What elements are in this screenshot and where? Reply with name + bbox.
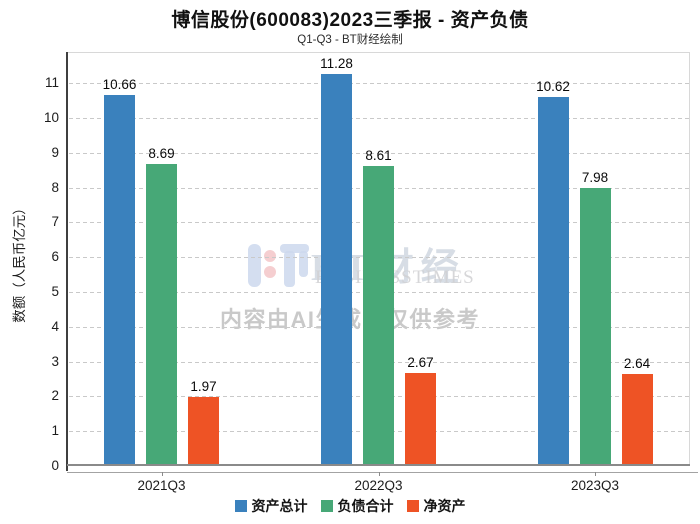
bar-value-label: 10.62 xyxy=(536,78,570,94)
bar xyxy=(104,95,135,465)
bar-value-label: 1.97 xyxy=(190,379,217,395)
y-tick-label: 10 xyxy=(43,110,59,126)
legend-swatch-icon xyxy=(320,500,333,512)
y-tick-label: 7 xyxy=(51,214,59,230)
bar-value-label: 7.98 xyxy=(581,170,609,186)
x-axis-tick xyxy=(595,472,596,476)
legend-label: 负债合计 xyxy=(337,498,394,514)
chart-title: 博信股份(600083)2023三季报 - 资产负债 xyxy=(171,10,529,31)
plot-bottom-spine xyxy=(67,464,690,466)
x-tick-label: 2023Q3 xyxy=(570,478,620,493)
bar xyxy=(579,188,611,465)
y-tick-label: 11 xyxy=(44,75,59,91)
legend-label: 净资产 xyxy=(423,498,466,514)
bar xyxy=(188,397,219,465)
legend-item: 资产总计 xyxy=(234,496,308,516)
y-tick-label: 2 xyxy=(51,388,59,404)
y-tick-label: 9 xyxy=(51,144,59,160)
gridline xyxy=(69,118,689,120)
legend-item: 负债合计 xyxy=(320,496,394,516)
y-tick-label: 4 xyxy=(51,318,59,334)
y-tick-label: 1 xyxy=(51,423,59,439)
legend-swatch-icon xyxy=(406,500,419,512)
bar-value-label: 8.69 xyxy=(148,145,175,161)
bar xyxy=(537,96,569,465)
bar-value-label: 10.66 xyxy=(102,77,137,93)
x-tick-label: 2022Q3 xyxy=(354,478,403,493)
x-tick-label: 2021Q3 xyxy=(137,478,186,493)
x-axis-tick xyxy=(378,472,380,476)
legend-label: 资产总计 xyxy=(251,498,308,514)
legend-item: 净资产 xyxy=(406,496,466,516)
y-tick-label: 8 xyxy=(51,179,59,195)
bar-value-label: 2.64 xyxy=(623,356,651,372)
bar-value-label: 8.61 xyxy=(365,148,392,164)
y-tick-label: 5 xyxy=(51,284,59,300)
gridline xyxy=(69,152,689,154)
legend: 资产总计 负债合计 净资产 xyxy=(0,496,700,516)
x-axis-line xyxy=(67,472,698,473)
y-tick-label: 6 xyxy=(51,249,59,265)
bar xyxy=(621,374,653,465)
bar xyxy=(405,373,436,465)
y-axis-spine xyxy=(66,52,68,471)
chart-subtitle: Q1-Q3 - BT财经绘制 xyxy=(297,34,403,46)
x-axis-tick xyxy=(161,472,163,476)
y-tick-label: 0 xyxy=(51,458,59,473)
y-tick-label: 3 xyxy=(51,353,59,369)
bar xyxy=(146,163,177,465)
gridline xyxy=(69,83,689,85)
legend-swatch-icon xyxy=(234,500,247,512)
bar-value-label: 2.67 xyxy=(407,355,434,371)
bar-value-label: 11.28 xyxy=(320,55,353,71)
bar xyxy=(363,166,394,465)
bar xyxy=(321,73,352,465)
